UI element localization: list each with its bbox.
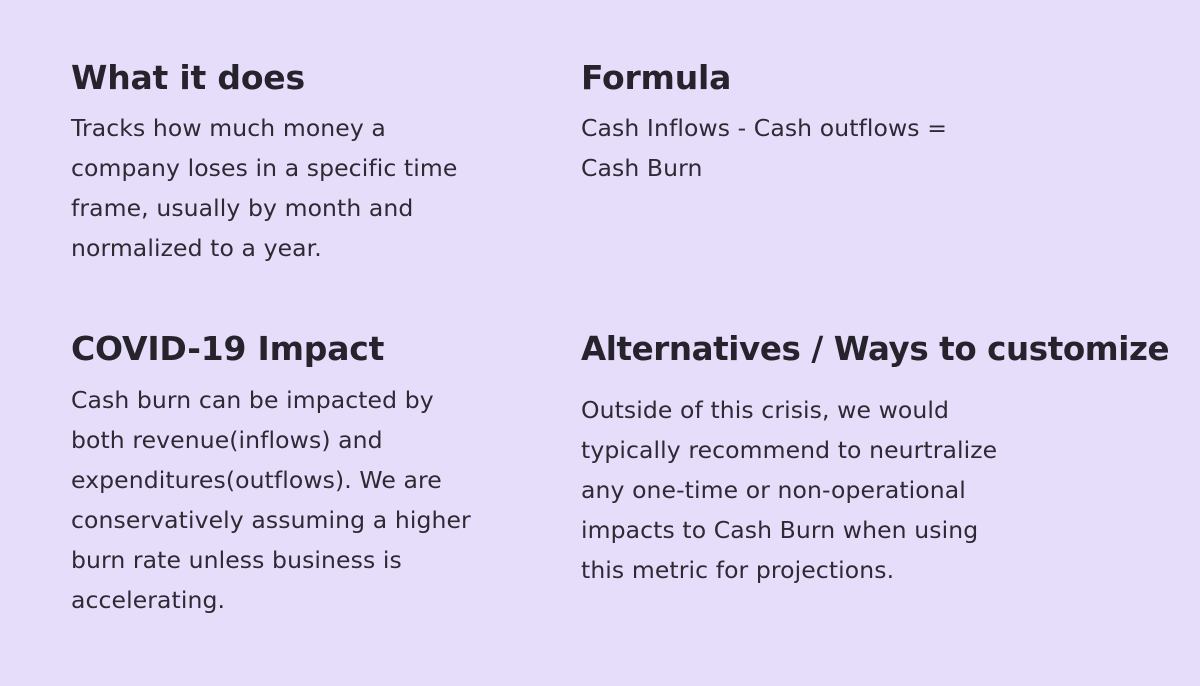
what-it-does-heading: What it does	[71, 58, 305, 97]
formula-text: Cash Inflows - Cash outflows = Cash Burn	[581, 114, 948, 182]
alternatives-section: Alternatives / Ways to customize Outside…	[581, 329, 1181, 590]
formula-section: Formula Cash Inflows - Cash outflows = C…	[581, 58, 1141, 188]
what-it-does-text: Tracks how much money a company loses in…	[71, 114, 458, 262]
covid-impact-section: COVID-19 Impact Cash burn can be impacte…	[71, 329, 541, 620]
what-it-does-section: What it does Tracks how much money a com…	[71, 58, 541, 268]
covid-impact-heading: COVID-19 Impact	[71, 329, 385, 368]
alternatives-heading: Alternatives / Ways to customize	[581, 330, 1170, 368]
alternatives-text: Outside of this crisis, we would typical…	[581, 396, 998, 584]
formula-heading: Formula	[581, 58, 732, 97]
covid-impact-text: Cash burn can be impacted by both revenu…	[71, 386, 471, 614]
